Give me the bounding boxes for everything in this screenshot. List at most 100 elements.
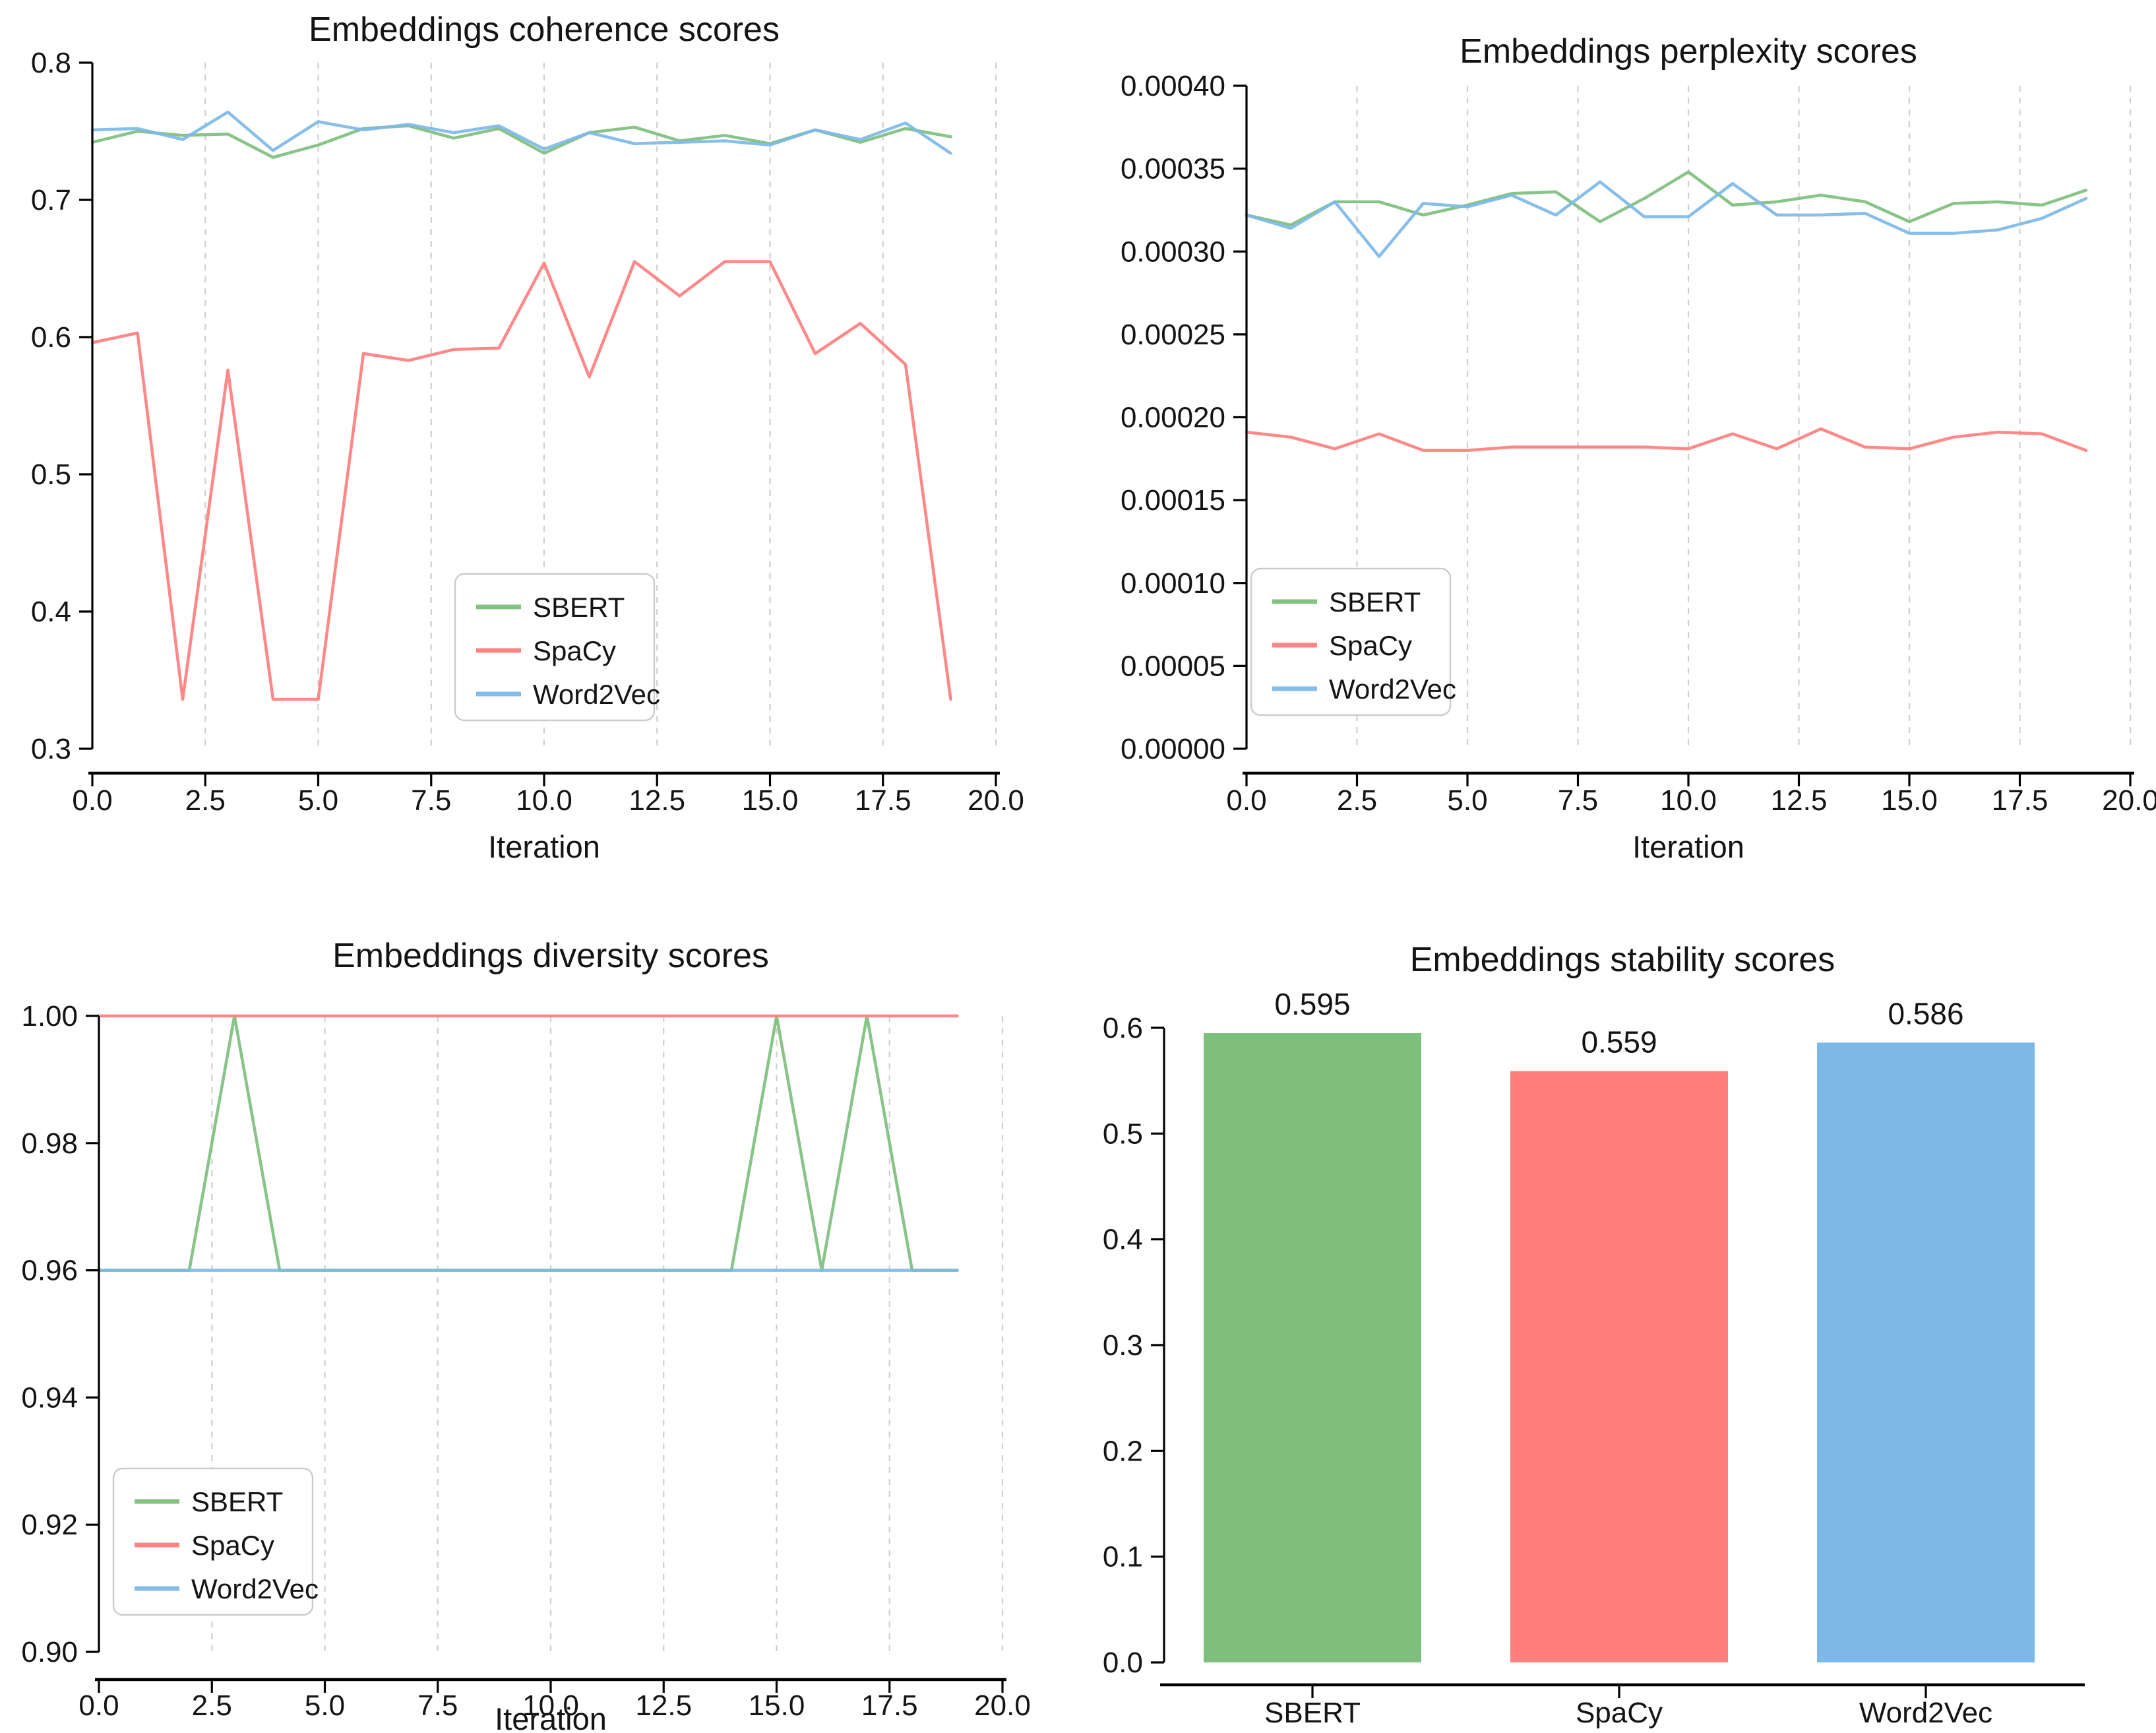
x-tick-label: 10.0 — [1660, 784, 1717, 817]
y-tick-label: 0.3 — [31, 733, 71, 765]
x-tick-label: 12.5 — [1771, 784, 1828, 817]
x-axis-label: Iteration — [1632, 829, 1744, 864]
legend-entry: Word2Vec — [135, 1573, 319, 1604]
x-tick-label: 5.0 — [298, 784, 338, 817]
coherence-chart: 0.3 0.4 0.5 0.6 0.7 0.8 0.0 2.5 5.0 7.5 10.0 12.5 15… — [31, 11, 1024, 864]
legend-box — [454, 573, 656, 722]
y-tick-label: 0.00010 — [1121, 567, 1225, 600]
y-tick-label: 0.2 — [1103, 1435, 1143, 1467]
series-line-sbert — [97, 1014, 959, 1272]
x-category-label: SpaCy — [1576, 1697, 1663, 1729]
y-tick-label: 0.00035 — [1121, 153, 1225, 185]
x-tick-label: 0.0 — [1226, 784, 1266, 817]
legend: SBERT SpaCy Word2Vec — [1250, 567, 1456, 716]
chart-title: Embeddings diversity scores — [332, 937, 769, 975]
x-tick-label: 0.0 — [72, 784, 112, 817]
legend-entry: SpaCy — [1272, 630, 1412, 661]
y-tick-label: 0.98 — [21, 1127, 78, 1160]
legend-label: SBERT — [1329, 586, 1421, 617]
x-tick-label: 7.5 — [417, 1689, 458, 1722]
coherence-chart-panel: 0.3 0.4 0.5 0.6 0.7 0.8 0.0 2.5 5.0 7.5 10.0 12.5 15… — [0, 0, 1078, 867]
legend-entry: SBERT — [1272, 586, 1421, 617]
y-tick-label: 0.7 — [31, 184, 71, 216]
diversity-chart-panel: 0.90 0.92 0.94 0.96 0.98 1.00 0.0 2.5 5.0 7.5 10.0… — [0, 867, 1078, 1733]
y-tick-label: 0.8 — [31, 47, 71, 79]
legend-entry: Word2Vec — [1272, 674, 1456, 705]
bar-value-label: 0.595 — [1274, 987, 1350, 1021]
x-tick-label: 17.5 — [1992, 784, 2048, 817]
coherence-plot: 0.3 0.4 0.5 0.6 0.7 0.8 0.0 2.5 5.0 7.5 10.0 12.5 15… — [31, 47, 1024, 817]
series-line-sbert — [1245, 170, 2088, 227]
diversity-chart: 0.90 0.92 0.94 0.96 0.98 1.00 0.0 2.5 5.0 7.5 10.0… — [21, 937, 1030, 1733]
x-tick-label: 2.5 — [192, 1689, 232, 1722]
legend-label: SpaCy — [191, 1530, 274, 1561]
y-tick-label: 0.0 — [1103, 1647, 1143, 1679]
chart-title: Embeddings perplexity scores — [1460, 32, 1917, 71]
legend-label: SBERT — [533, 592, 625, 623]
series-line-word2vec — [1245, 180, 2088, 259]
y-tick-label: 0.00020 — [1121, 402, 1225, 434]
x-category-label: SBERT — [1264, 1697, 1361, 1729]
x-tick-label: 5.0 — [305, 1689, 345, 1722]
y-tick-label: 0.5 — [1103, 1118, 1143, 1150]
x-tick-label: 10.0 — [522, 1689, 579, 1722]
y-tick-label: 1.00 — [21, 1000, 78, 1032]
x-tick-label: 12.5 — [629, 784, 685, 817]
y-tick-label: 0.4 — [31, 596, 71, 628]
legend-entry: SBERT — [135, 1486, 283, 1517]
y-tick-label: 0.6 — [31, 321, 71, 354]
y-tick-label: 0.90 — [21, 1636, 78, 1668]
x-tick-label: 20.0 — [2102, 784, 2156, 817]
x-axis-label: Iteration — [495, 1701, 607, 1733]
legend-box — [112, 1467, 314, 1616]
x-tick-label: 20.0 — [968, 784, 1024, 817]
y-tick-label: 0.00005 — [1121, 650, 1225, 682]
legend-label: SpaCy — [533, 635, 616, 666]
x-tick-label: 15.0 — [1881, 784, 1938, 817]
y-tick-label: 0.00030 — [1121, 236, 1225, 268]
x-category-label: Word2Vec — [1859, 1697, 1992, 1729]
x-axis-label: Iteration — [488, 829, 600, 864]
legend: SBERT SpaCy Word2Vec — [112, 1467, 319, 1616]
x-tick-label: 15.0 — [742, 784, 799, 817]
y-tick-label: 0.1 — [1103, 1541, 1143, 1573]
y-tick-label: 0.00040 — [1121, 70, 1225, 102]
series-line-spacy — [1245, 427, 2088, 453]
x-tick-label: 17.5 — [861, 1689, 918, 1722]
y-tick-label: 0.00000 — [1121, 733, 1225, 765]
y-tick-label: 0.6 — [1103, 1012, 1143, 1044]
legend-entry: SpaCy — [476, 635, 616, 666]
bar-sbert — [1204, 1033, 1421, 1662]
y-tick-label: 0.96 — [21, 1255, 78, 1287]
legend-label: Word2Vec — [191, 1573, 319, 1604]
stability-chart: 0.595 0.559 0.586 0.0 0.1 0.2 0.3 0.4 0.5 0.6 SBER… — [1103, 941, 2085, 1729]
chart-title: Embeddings coherence scores — [309, 11, 780, 49]
stability-chart-panel: 0.595 0.559 0.586 0.0 0.1 0.2 0.3 0.4 0.5 0.6 SBER… — [1078, 867, 2156, 1733]
x-tick-label: 7.5 — [1558, 784, 1598, 817]
legend: SBERT SpaCy Word2Vec — [454, 573, 660, 722]
x-tick-label: 12.5 — [635, 1689, 692, 1722]
x-tick-label: 5.0 — [1447, 784, 1487, 817]
x-tick-label: 17.5 — [855, 784, 911, 817]
y-tick-label: 0.4 — [1103, 1224, 1143, 1256]
x-tick-label: 2.5 — [185, 784, 226, 817]
legend-entry: SBERT — [476, 592, 625, 623]
x-tick-label: 10.0 — [516, 784, 572, 817]
y-tick-label: 0.00015 — [1121, 484, 1225, 517]
bar-spacy — [1510, 1071, 1728, 1662]
perplexity-chart: 0.00000 0.00005 0.00010 0.00015 0.00020 0.000… — [1121, 32, 2156, 864]
y-tick-label: 0.3 — [1103, 1329, 1143, 1362]
series-line-word2vec — [90, 110, 952, 155]
x-tick-label: 0.0 — [78, 1689, 119, 1722]
legend-box — [1250, 567, 1452, 716]
y-tick-label: 0.94 — [21, 1381, 78, 1414]
y-tick-label: 0.92 — [21, 1509, 78, 1541]
legend-entry: SpaCy — [135, 1530, 274, 1561]
legend-label: Word2Vec — [533, 679, 660, 710]
bar-value-label: 0.559 — [1581, 1025, 1657, 1059]
perplexity-chart-panel: 0.00000 0.00005 0.00010 0.00015 0.00020 0.000… — [1078, 0, 2156, 867]
series-line-spacy — [90, 260, 952, 701]
diversity-plot: 0.90 0.92 0.94 0.96 0.98 1.00 0.0 2.5 5.0 7.5 10.0… — [21, 1000, 1030, 1722]
legend-entry: Word2Vec — [476, 679, 660, 710]
